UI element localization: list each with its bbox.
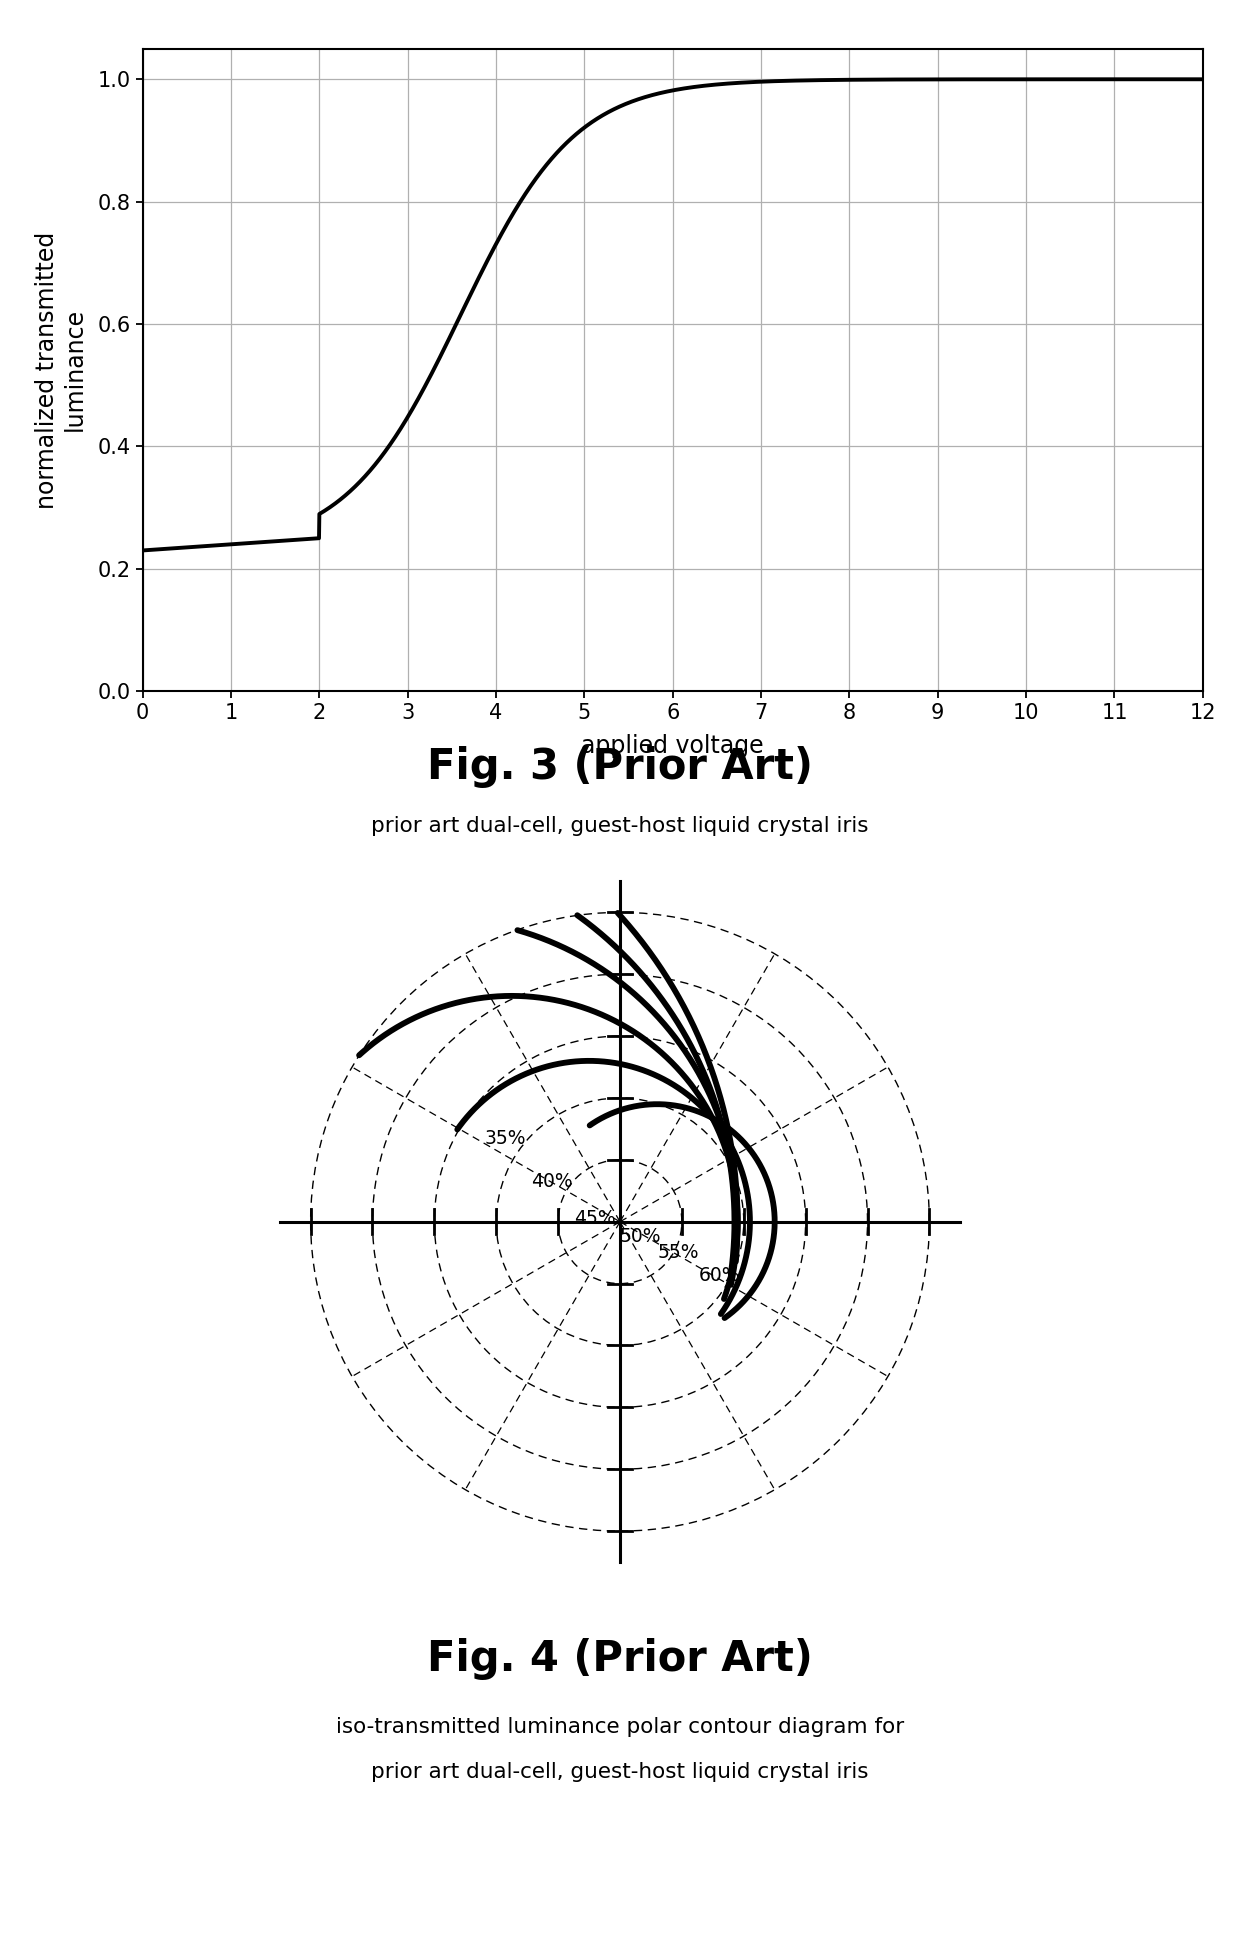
X-axis label: applied voltage: applied voltage [582, 734, 764, 757]
Text: iso-transmitted luminance polar contour diagram for: iso-transmitted luminance polar contour … [336, 1717, 904, 1737]
Text: 50%: 50% [619, 1227, 661, 1246]
Text: Fig. 3 (Prior Art): Fig. 3 (Prior Art) [427, 746, 813, 789]
Text: Fig. 4 (Prior Art): Fig. 4 (Prior Art) [427, 1637, 813, 1680]
Text: 60%: 60% [698, 1266, 740, 1285]
Y-axis label: normalized transmitted
luminance: normalized transmitted luminance [35, 232, 87, 508]
Text: 45%: 45% [574, 1209, 616, 1229]
Text: prior art dual-cell, guest-host liquid crystal iris: prior art dual-cell, guest-host liquid c… [371, 1762, 869, 1782]
Text: 40%: 40% [531, 1172, 573, 1192]
Text: prior art dual-cell, guest-host liquid crystal iris: prior art dual-cell, guest-host liquid c… [371, 816, 869, 835]
Text: 35%: 35% [485, 1129, 526, 1147]
Text: 55%: 55% [658, 1244, 699, 1262]
